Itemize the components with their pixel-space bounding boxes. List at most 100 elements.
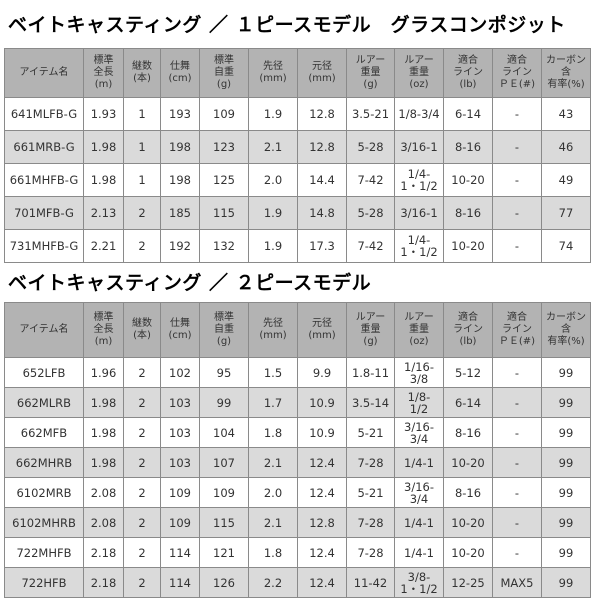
item-name-cell: 722HFB [4,567,84,598]
table-cell: 185 [160,196,200,230]
table-cell: 2.18 [83,567,124,598]
table-row: 722MHFB 2.18 2 114 121 1.8 12.4 7-28 1/4-1 10-20-… [4,537,591,568]
table-cell: 1.98 [83,417,124,448]
table-cell: 103 [160,387,200,418]
table-cell: 1 [123,97,161,131]
table-cell: 10-20 [443,537,493,568]
table-cell: 43 [541,97,591,131]
table-cell: 2.1 [248,447,298,478]
table-cell: 14.8 [297,196,347,230]
table-cell: 2.1 [248,130,298,164]
table-cell: 7-28 [346,447,395,478]
table-cell: 3/16- 3/4 [394,417,444,448]
table-cell: 49 [541,163,591,197]
table-cell: 1.9 [248,196,298,230]
table-cell: 3/16-1 [394,130,444,164]
table-cell: 2 [123,537,161,568]
table-cell: 2 [123,229,161,263]
item-name-cell: 661MHFB-G [4,163,84,197]
table-cell: - [492,507,542,538]
table-row: 6102MHRB 2.08 2 109 115 2.1 12.8 7-28 1/4-1 10-20… [4,507,591,538]
table-cell: 109 [199,477,249,508]
table-cell: 1/4- 1・1/2 [394,229,444,263]
column-header: ルアー 重量 (g) [346,302,395,358]
table-cell: - [492,447,542,478]
column-header: 標準 全長 (m) [83,48,124,98]
table-cell: 126 [199,567,249,598]
column-header: 元径 (mm) [297,48,347,98]
table-cell: 12-25 [443,567,493,598]
table-cell: 10-20 [443,163,493,197]
table-cell: 74 [541,229,591,263]
table-row: 731MHFB-G 2.21 2 192 132 1.9 17.3 7-42 1/4- 1・1/… [4,229,591,263]
table-cell: 12.4 [297,567,347,598]
table-row: 661MHFB-G 1.98 1 198 125 2.0 14.4 7-42 1/4- 1・1/… [4,163,591,197]
table-cell: - [492,477,542,508]
table-cell: 9.9 [297,357,347,388]
table-cell: 8-16 [443,130,493,164]
header-row: アイテム名 標準 全長 (m) 継数 (本) 仕舞 (cm) 標準 自重 (g) 先径 (… [4,302,591,358]
item-name-cell: 641MLFB-G [4,97,84,131]
table-row: 662MFB 1.98 2 103 104 1.8 10.9 5-21 3/16- 3/4 8-1… [4,417,591,448]
table-cell: 7-28 [346,537,395,568]
table-cell: 10-20 [443,507,493,538]
table-cell: 114 [160,567,200,598]
column-header: 先径 (mm) [248,302,298,358]
table-cell: 103 [160,417,200,448]
column-header: アイテム名 [4,302,84,358]
table-cell: 12.4 [297,477,347,508]
table-cell: 1.8-11 [346,357,395,388]
table-cell: 2 [123,387,161,418]
table-cell: 95 [199,357,249,388]
table-row: 641MLFB-G 1.93 1 193 109 1.9 12.8 3.5-21 1/8-3/4… [4,97,591,131]
table-cell: 1.7 [248,387,298,418]
table-cell: 3/16- 3/4 [394,477,444,508]
table-cell: 99 [541,477,591,508]
column-header: 先径 (mm) [248,48,298,98]
table-cell: - [492,357,542,388]
table-cell: 3/8- 1・1/2 [394,567,444,598]
table-cell: 8-16 [443,477,493,508]
item-name-cell: 662MFB [4,417,84,448]
table-row: 6102MRB 2.08 2 109 109 2.0 12.4 5-21 3/16- 3/4 8-… [4,477,591,508]
table-cell: 10.9 [297,417,347,448]
column-header: アイテム名 [4,48,84,98]
table-cell: 2 [123,417,161,448]
table-cell: 2 [123,357,161,388]
spec-table-2piece: アイテム名 標準 全長 (m) 継数 (本) 仕舞 (cm) 標準 自重 (g) 先径 (… [4,302,591,598]
table-cell: 6-14 [443,97,493,131]
column-header: 元径 (mm) [297,302,347,358]
table-cell: - [492,163,542,197]
item-name-cell: 6102MRB [4,477,84,508]
table-cell: 2.08 [83,477,124,508]
table-cell: 2.0 [248,477,298,508]
table-cell: 198 [160,130,200,164]
table-cell: 1.8 [248,417,298,448]
table-cell: 1/4-1 [394,447,444,478]
table-cell: - [492,97,542,131]
item-name-cell: 731MHFB-G [4,229,84,263]
table-cell: 12.8 [297,97,347,131]
table-cell: 102 [160,357,200,388]
column-header: 標準 自重 (g) [199,302,249,358]
table1-title: ベイトキャスティング ／ １ピースモデル グラスコンポジット [8,14,566,36]
table-cell: 192 [160,229,200,263]
column-header: 適合 ライン (lb) [443,48,493,98]
table-cell: 2.18 [83,537,124,568]
table-cell: 2.2 [248,567,298,598]
table-cell: 5-28 [346,196,395,230]
table-cell: 2.1 [248,507,298,538]
table-cell: 12.8 [297,507,347,538]
table-cell: 1.5 [248,357,298,388]
table-cell: 99 [541,417,591,448]
column-header: 適合 ライン ＰＥ(#) [492,302,542,358]
table-cell: 125 [199,163,249,197]
table-cell: 11-42 [346,567,395,598]
table-cell: 5-28 [346,130,395,164]
item-name-cell: 701MFB-G [4,196,84,230]
table-cell: - [492,417,542,448]
table-cell: 10-20 [443,447,493,478]
table-cell: 2 [123,477,161,508]
table-cell: 99 [541,567,591,598]
table-cell: 198 [160,163,200,197]
